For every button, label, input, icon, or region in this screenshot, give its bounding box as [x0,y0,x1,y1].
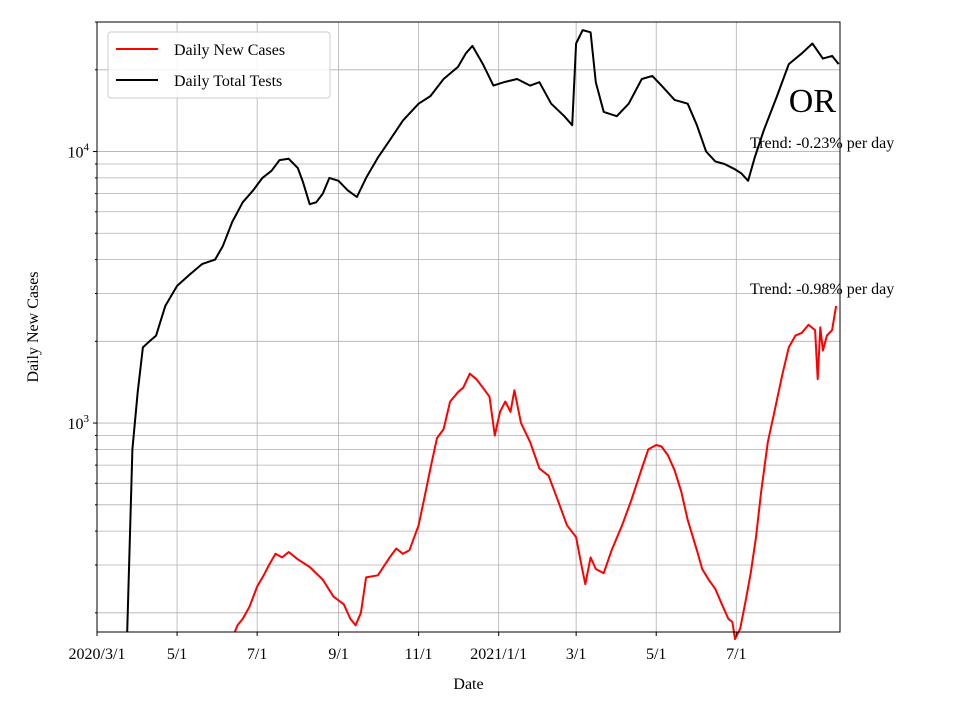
plot-frame [96,21,841,633]
grid [96,21,840,632]
legend-label-cases: Daily New Cases [174,42,285,59]
y-axis-label: Daily New Cases [25,271,42,382]
y-tick-label: 103 [68,413,90,433]
x-tick-label: 2020/3/1 [69,646,126,663]
state-label: OR [789,83,837,120]
axis-ticks: 2020/3/1 5/1 7/1 9/1 11/1 2021/1/1 3/1 5/1 7/1 10… [68,21,747,663]
x-tick-label: 5/1 [167,646,187,663]
y-tick-label: 104 [68,142,90,162]
x-tick-label: 5/1 [646,646,666,663]
x-tick-label: 7/1 [247,646,267,663]
legend: Daily New Cases Daily Total Tests [107,31,331,99]
trend-annotation-tests: Trend: -0.23% per day [750,135,894,152]
x-tick-label: 3/1 [566,646,586,663]
legend-label-tests: Daily Total Tests [174,73,282,90]
series-lines [126,29,840,641]
x-tick-label: 9/1 [328,646,348,663]
series-line-daily-new-cases [233,305,838,641]
x-axis-label: Date [453,676,483,693]
series-line-daily-total-tests [126,29,840,633]
x-tick-label: 2021/1/1 [470,646,527,663]
x-tick-label: 7/1 [726,646,746,663]
legend-box [107,31,331,99]
trend-annotation-cases: Trend: -0.98% per day [750,281,894,298]
x-tick-label: 11/1 [405,646,433,663]
